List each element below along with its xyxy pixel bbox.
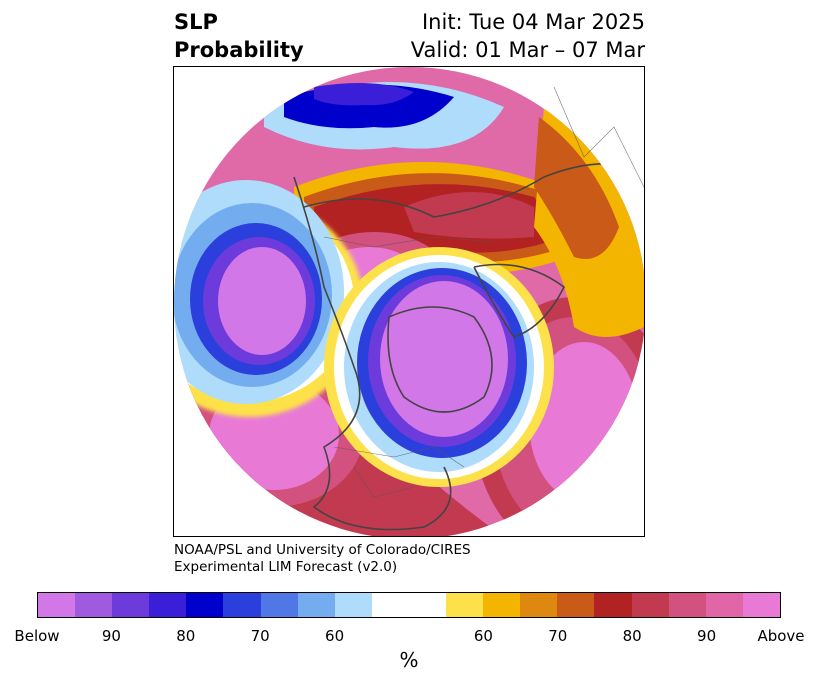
colorbar-swatch [186, 593, 224, 617]
boundary-line [323, 236, 495, 248]
credit-text: NOAA/PSL and University of Colorado/CIRE… [174, 542, 471, 576]
colorbar-swatch [742, 593, 780, 617]
colorbar-tick-label: 70 [548, 627, 568, 645]
colorbar-swatch [38, 593, 76, 617]
boundary-line [333, 446, 465, 468]
credit-line-1: NOAA/PSL and University of Colorado/CIRE… [174, 542, 471, 558]
title-line-1: SLP [174, 10, 218, 34]
coastlines [293, 162, 635, 531]
colorbar-swatch [631, 593, 669, 617]
colorbar-tick-label: 60 [473, 627, 493, 645]
boundary-line [353, 466, 415, 498]
colorbar-swatch [446, 593, 484, 617]
field-patch [534, 117, 619, 259]
plot-title-variable: SLP Probability [174, 8, 304, 64]
colorbar-swatch [594, 593, 632, 617]
colorbar-swatch [260, 593, 298, 617]
colorbar [37, 592, 781, 618]
probability-field [174, 67, 644, 536]
colorbar-swatch [149, 593, 187, 617]
field-patch [314, 83, 414, 106]
plot-title-dates: Init: Tue 04 Mar 2025 Valid: 01 Mar – 07… [411, 8, 645, 64]
colorbar-swatch [705, 593, 743, 617]
colorbar-swatch [483, 593, 521, 617]
init-date: Init: Tue 04 Mar 2025 [421, 10, 645, 34]
colorbar-swatch [371, 593, 409, 617]
colorbar-swatch [112, 593, 150, 617]
polar-map [174, 67, 644, 536]
colorbar-tick-label: 60 [325, 627, 345, 645]
field-patch [404, 192, 534, 239]
credit-line-2: Experimental LIM Forecast (v2.0) [174, 559, 398, 575]
boundary-line [553, 86, 644, 188]
map-panel [173, 66, 645, 537]
title-line-2: Probability [174, 38, 304, 62]
colorbar-tick-label: 70 [250, 627, 270, 645]
valid-range: Valid: 01 Mar – 07 Mar [410, 38, 645, 62]
colorbar-tick-label: Below [14, 627, 60, 645]
colorbar-swatch [75, 593, 113, 617]
coastline-scandinavia [473, 263, 566, 338]
colorbar-swatch [668, 593, 706, 617]
colorbar-swatch [520, 593, 558, 617]
political-boundaries [323, 86, 644, 498]
field-patch [218, 247, 306, 355]
coastline-north-america [293, 176, 452, 531]
colorbar-swatch [557, 593, 595, 617]
coastline-greenland [387, 306, 493, 413]
field-patch [380, 281, 508, 437]
colorbar-tick-label: 80 [176, 627, 196, 645]
colorbar-tick-label: Above [757, 627, 805, 645]
colorbar-swatch [297, 593, 335, 617]
colorbar-swatch [408, 593, 447, 617]
colorbar-swatch [334, 593, 372, 617]
colorbar-swatch [223, 593, 261, 617]
colorbar-tick-label: 90 [101, 627, 121, 645]
colorbar-unit-label: % [399, 648, 419, 672]
colorbar-tick-label: 90 [697, 627, 717, 645]
coastline-siberia [303, 162, 635, 218]
colorbar-tick-label: 80 [622, 627, 642, 645]
